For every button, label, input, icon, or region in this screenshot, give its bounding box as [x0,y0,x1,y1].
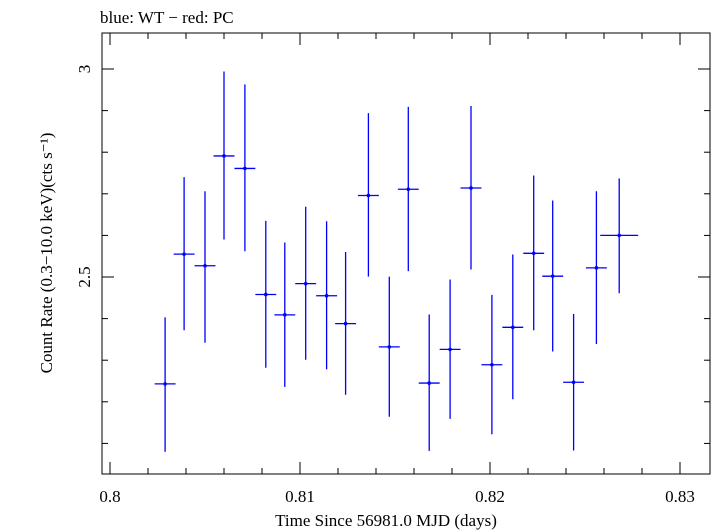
point-marker [550,274,555,278]
data-point [481,294,503,435]
point-marker [283,313,287,317]
y-axis-label: Count Rate (0.3−10.0 keV)(cts s⁻¹) [37,133,56,374]
point-marker [324,293,329,298]
point-marker [264,292,268,297]
data-point [397,106,419,272]
plot-frame [101,32,711,475]
point-marker [531,251,536,256]
y-tick-label: 3 [75,65,94,74]
data-point [213,71,235,240]
data-point [439,279,461,419]
data-point [600,178,639,294]
point-marker [163,382,167,386]
data-point [357,113,379,277]
data-points [154,71,639,452]
data-point [295,206,317,360]
data-point [378,276,400,417]
data-point [274,242,296,387]
point-marker [243,166,247,171]
point-marker [594,266,599,270]
data-point [460,106,482,270]
point-marker [303,281,308,286]
point-marker [182,252,186,256]
point-marker [490,362,494,367]
point-marker [387,345,392,349]
point-marker [469,186,473,190]
x-axis-label: Time Since 56981.0 MJD (days) [275,511,497,530]
data-point [173,177,195,331]
data-point [255,220,277,368]
x-tick-label: 0.82 [475,487,505,506]
data-point [563,314,585,451]
x-tick-label: 0.8 [99,487,120,506]
point-marker [343,321,348,326]
data-point [542,200,564,352]
data-point [523,175,545,331]
data-point [316,221,338,370]
point-marker [571,380,576,385]
chart-title: blue: WT − red: PC [100,8,234,27]
x-tick-label: 0.81 [285,487,315,506]
data-point [154,317,176,452]
data-point [418,314,440,451]
point-marker [222,154,226,158]
point-marker [203,263,207,268]
axes: 0.8 0.81 0.82 0.83 2.5 3 [75,33,710,506]
data-point [502,254,524,400]
y-tick-label: 2.5 [75,266,94,287]
data-point [335,252,357,395]
point-marker [617,233,621,238]
point-marker [448,347,452,352]
x-tick-label: 0.83 [665,487,695,506]
point-marker [366,193,371,198]
point-marker [511,325,515,330]
data-point [194,191,216,343]
point-marker [406,187,411,192]
data-point [585,191,607,344]
data-point [234,84,256,252]
point-marker [427,381,432,385]
